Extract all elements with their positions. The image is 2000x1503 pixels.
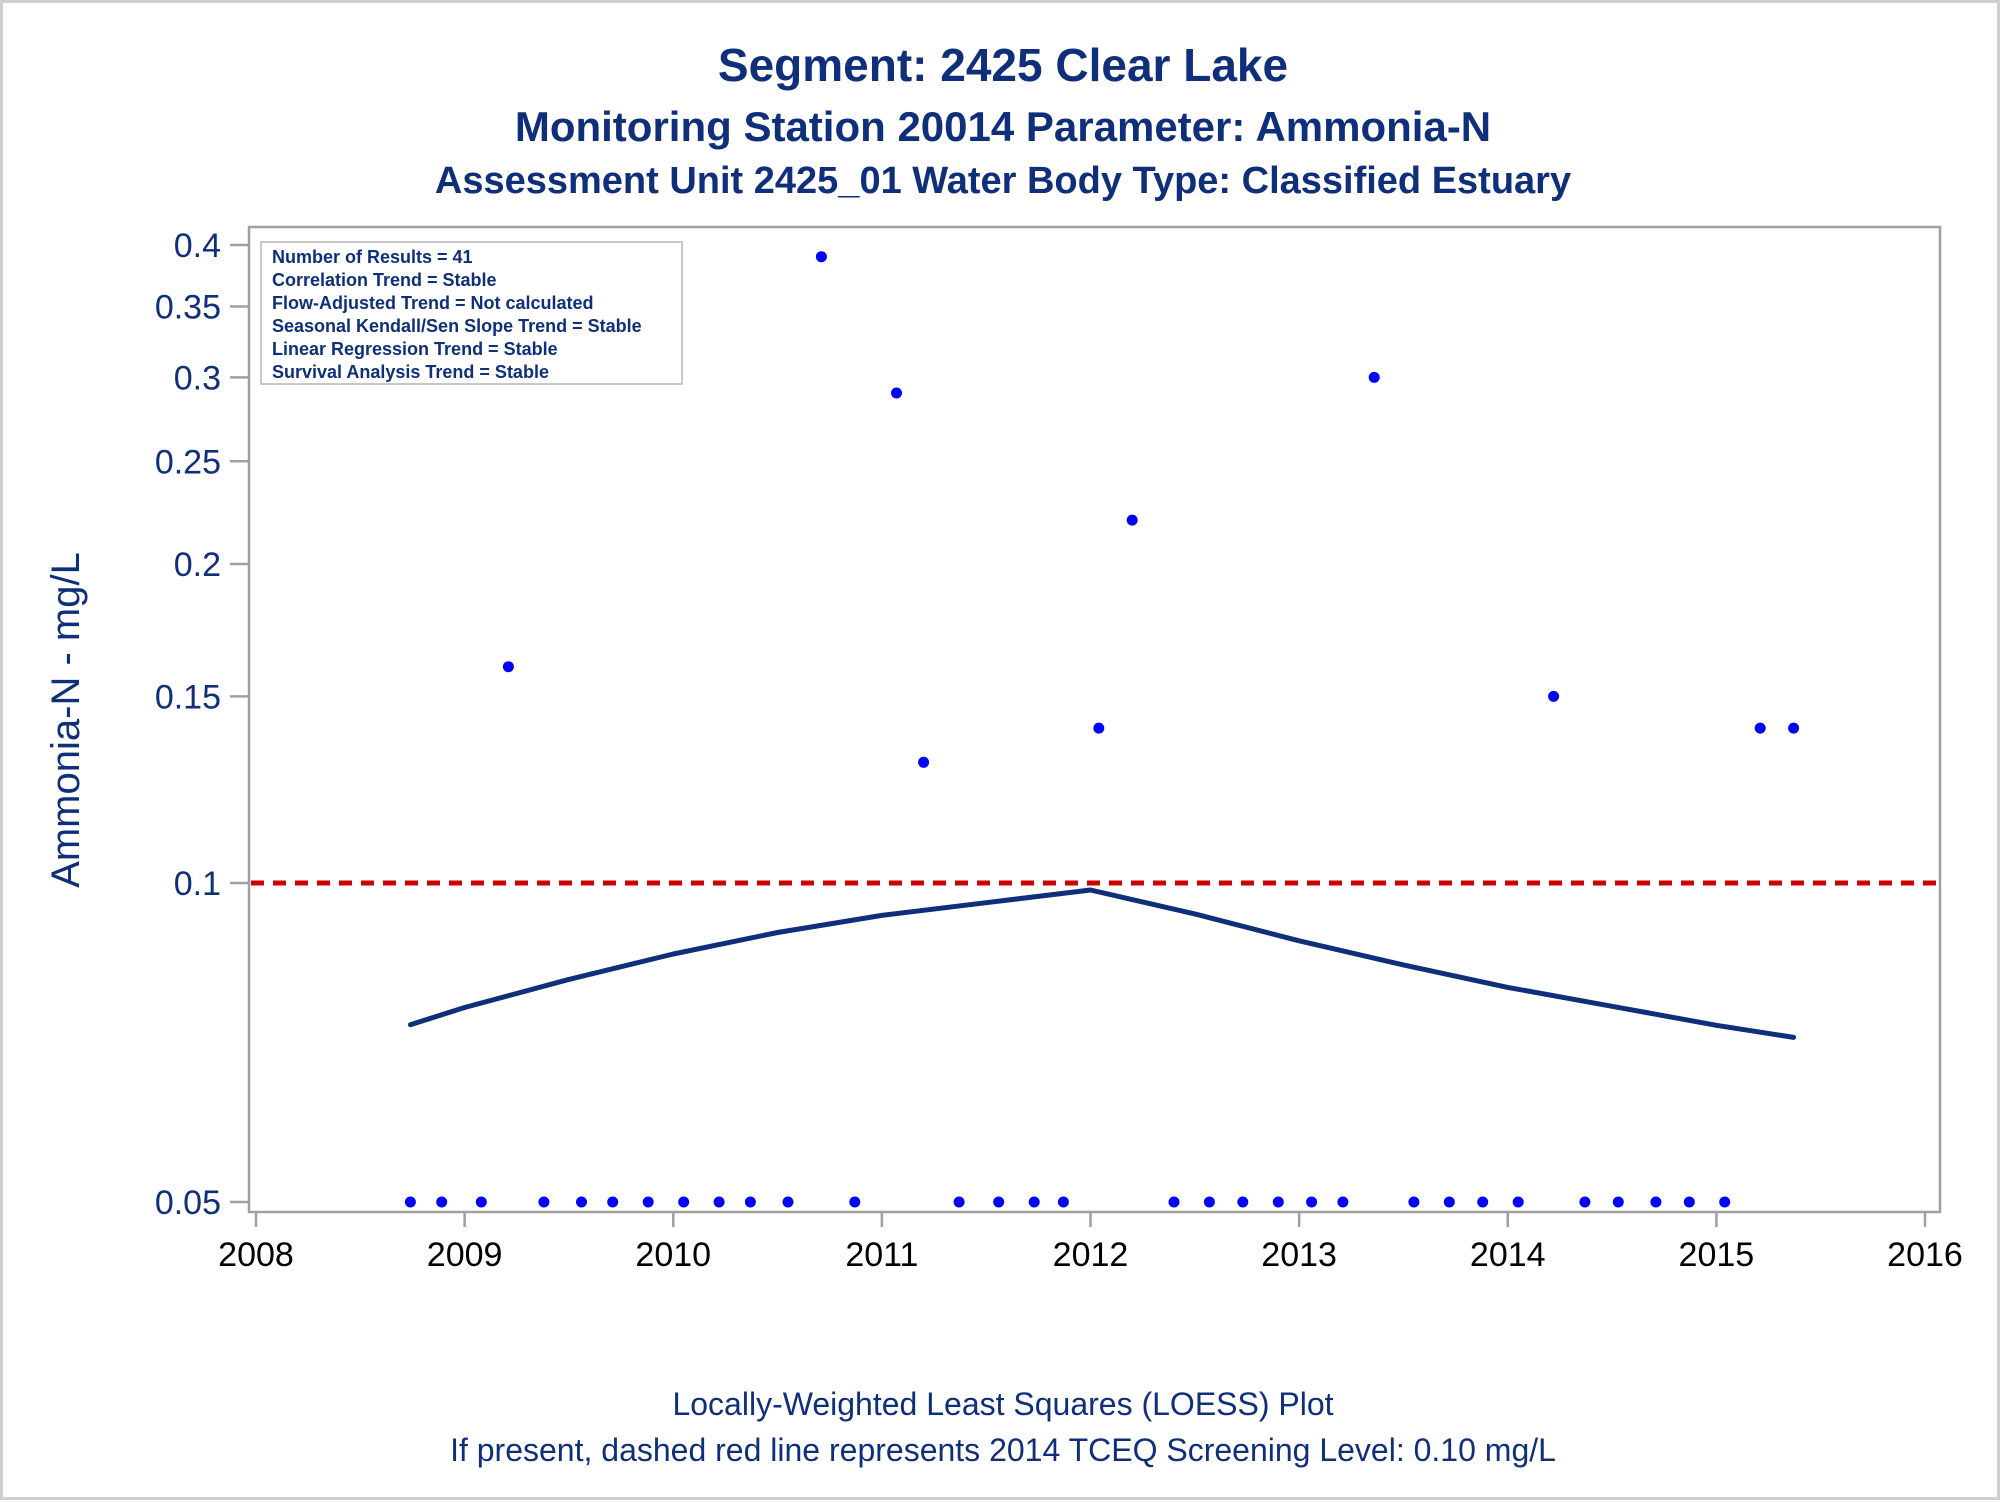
stats-box-line: Flow-Adjusted Trend = Not calculated [272, 293, 594, 313]
data-point [475, 1196, 487, 1208]
data-point [815, 251, 827, 263]
data-point [1337, 1196, 1349, 1208]
data-point [993, 1196, 1005, 1208]
data-point [1057, 1196, 1069, 1208]
data-point [538, 1196, 550, 1208]
y-axis: 0.05 0.1 0.15 0.2 0.25 0.3 0.35 0.4 [155, 227, 249, 1222]
data-point [1306, 1196, 1318, 1208]
y-tick-label: 0.2 [174, 546, 221, 584]
data-point [1203, 1196, 1215, 1208]
data-point [642, 1196, 654, 1208]
data-point [607, 1196, 619, 1208]
stats-box-line: Correlation Trend = Stable [272, 270, 497, 290]
x-tick-label: 2013 [1261, 1236, 1337, 1274]
data-point [1650, 1196, 1662, 1208]
data-point [849, 1196, 861, 1208]
footnote-2: If present, dashed red line represents 2… [450, 1432, 1556, 1468]
x-tick-label: 2008 [218, 1236, 294, 1274]
data-point [502, 661, 514, 673]
y-tick-label: 0.25 [155, 443, 221, 481]
stats-box-line: Number of Results = 41 [272, 247, 473, 267]
y-tick-label: 0.15 [155, 678, 221, 716]
stats-box-line: Survival Analysis Trend = Stable [272, 362, 549, 382]
data-point [678, 1196, 690, 1208]
data-point [891, 387, 902, 399]
x-tick-label: 2012 [1053, 1236, 1129, 1274]
data-point [436, 1196, 448, 1208]
x-axis: 2008 2009 2010 2011 2012 2013 2014 2015 2016 [218, 1212, 1963, 1274]
data-point [1028, 1196, 1040, 1208]
data-point [1612, 1196, 1624, 1208]
data-point [1093, 722, 1105, 734]
data-point [1168, 1196, 1180, 1208]
data-point [1719, 1196, 1731, 1208]
data-point [1368, 371, 1380, 383]
x-tick-label: 2015 [1679, 1236, 1755, 1274]
data-point [1272, 1196, 1284, 1208]
y-tick-label: 0.1 [174, 865, 221, 903]
x-tick-label: 2009 [427, 1236, 503, 1274]
data-point [713, 1196, 725, 1208]
chart-subtitle: Monitoring Station 20014 Parameter: Ammo… [515, 103, 1491, 150]
data-point [576, 1196, 587, 1208]
data-point [1548, 690, 1560, 702]
stats-box: Number of Results = 41 Correlation Trend… [260, 241, 683, 385]
data-point [953, 1196, 965, 1208]
stats-box-border [260, 241, 683, 385]
data-point [1512, 1196, 1524, 1208]
x-tick-label: 2016 [1887, 1236, 1963, 1274]
chart-title: Segment: 2425 Clear Lake [718, 39, 1288, 91]
data-point [404, 1196, 416, 1208]
data-point [1443, 1196, 1455, 1208]
data-point [1754, 722, 1766, 734]
stats-box-line: Linear Regression Trend = Stable [272, 339, 558, 359]
data-point [1788, 722, 1800, 734]
data-point [1683, 1196, 1695, 1208]
data-point [1579, 1196, 1591, 1208]
x-tick-label: 2014 [1470, 1236, 1546, 1274]
stats-box-line: Seasonal Kendall/Sen Slope Trend = Stabl… [272, 316, 642, 336]
chart-subtitle-2: Assessment Unit 2425_01 Water Body Type:… [435, 160, 1571, 202]
loess-curve [407, 887, 1797, 1040]
data-point [1126, 514, 1138, 526]
y-tick-label: 0.35 [155, 288, 221, 326]
y-tick-label: 0.3 [174, 359, 221, 397]
data-points-layer [404, 251, 1800, 1208]
data-point [1408, 1196, 1420, 1208]
y-axis-label: Ammonia-N - mg/L [44, 552, 88, 888]
data-point [1477, 1196, 1489, 1208]
chart-canvas: Segment: 2425 Clear Lake Monitoring Stat… [44, 39, 1963, 1468]
data-point [1237, 1196, 1249, 1208]
x-tick-label: 2011 [845, 1236, 918, 1274]
plot-area [247, 225, 1942, 1214]
data-point [782, 1196, 794, 1208]
footnote-1: Locally-Weighted Least Squares (LOESS) P… [672, 1386, 1333, 1422]
data-point [744, 1196, 756, 1208]
y-tick-label: 0.4 [174, 227, 221, 265]
y-tick-label: 0.05 [155, 1184, 221, 1222]
loess-layer [407, 887, 1797, 1040]
x-tick-label: 2010 [635, 1236, 711, 1274]
data-point [918, 756, 930, 768]
